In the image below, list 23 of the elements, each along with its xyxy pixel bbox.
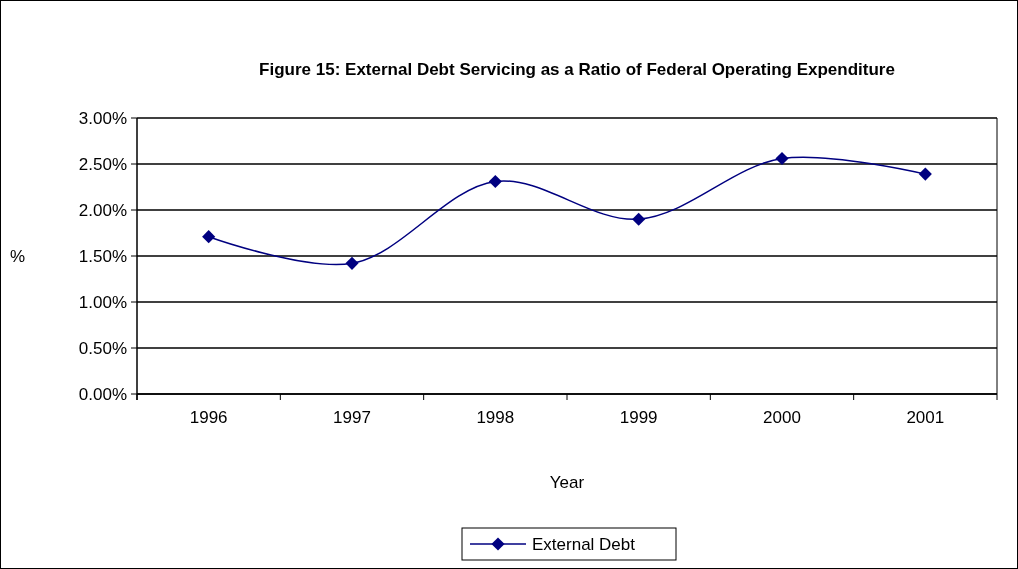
legend-label: External Debt [532, 534, 636, 554]
point [632, 212, 646, 226]
x-tick-label: 2000 [763, 408, 801, 427]
y-tick-label: 1.50% [78, 246, 127, 266]
x-tick-label: 1997 [333, 408, 371, 427]
point [202, 230, 216, 244]
y-tick-label: 2.50% [78, 154, 127, 174]
x-tick-label: 1996 [189, 408, 228, 427]
y-tick-label: 1.00% [78, 292, 127, 312]
y-tick-label: 2.00% [78, 200, 127, 220]
y-axis-title: % [10, 246, 26, 266]
x-tick-label: 1998 [476, 408, 515, 427]
x-axis-title: Year [549, 473, 585, 492]
point [488, 174, 502, 189]
y-tick-label: 3.00% [78, 108, 127, 128]
point [918, 167, 932, 181]
point [345, 256, 359, 270]
x-tick-label: 1999 [619, 408, 658, 427]
y-tick-label: 0.00% [78, 384, 127, 404]
chart-title: Figure 15: External Debt Servicing as a Ratio of Federal Operating Expenditure [259, 60, 895, 79]
x-tick-label: 2001 [906, 408, 945, 427]
point [775, 151, 789, 166]
y-tick-label: 0.50% [78, 338, 127, 358]
